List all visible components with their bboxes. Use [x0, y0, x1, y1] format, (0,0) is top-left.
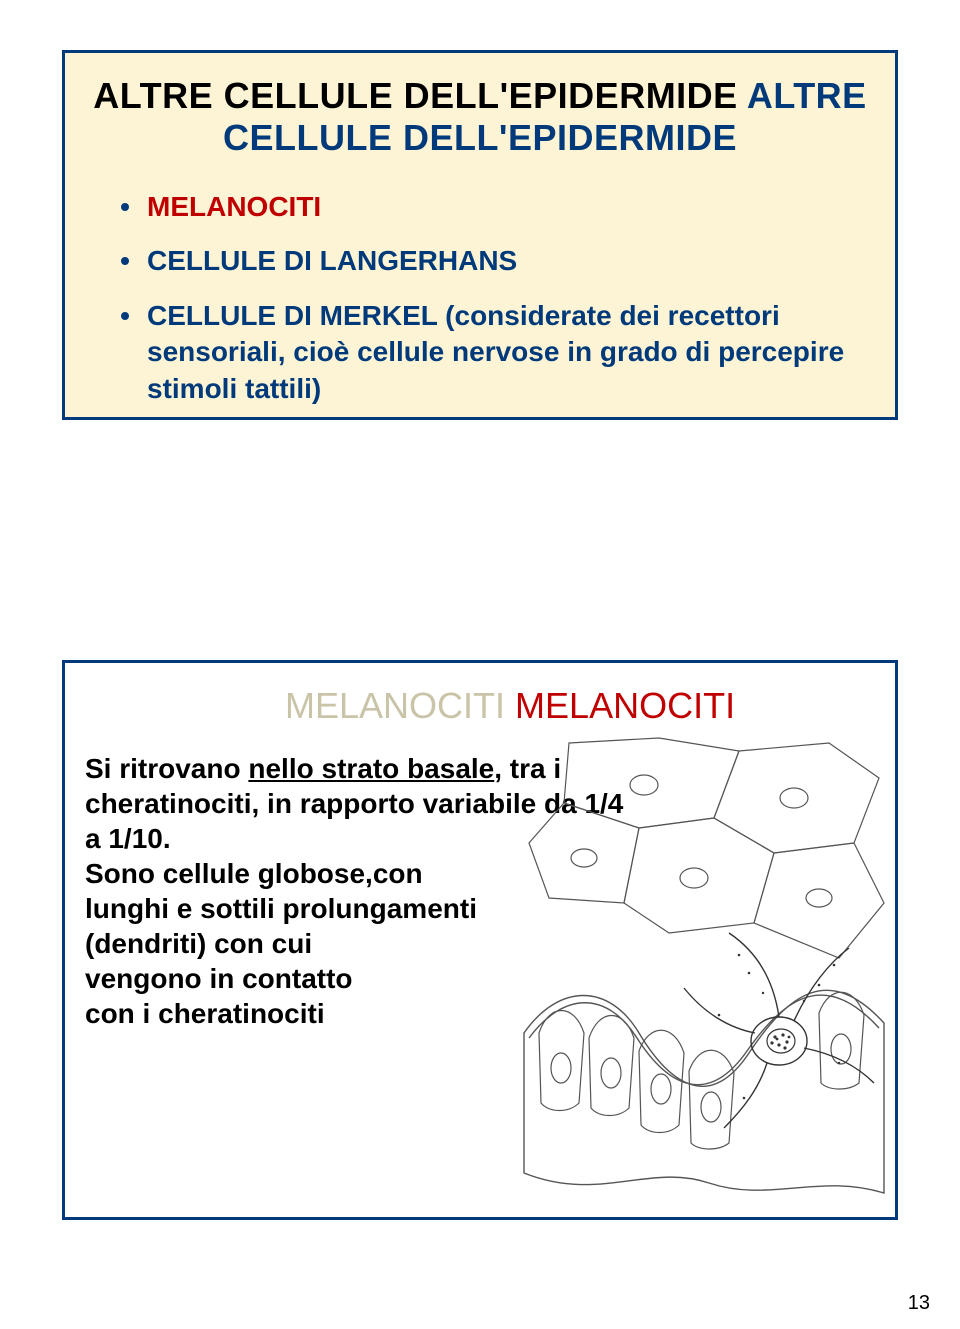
- slide1-title-shadow: ALTRE CELLULE DELL'EPIDERMIDE: [93, 75, 737, 116]
- bullet-text: CELLULE DI MERKEL (considerate dei recet…: [147, 298, 895, 407]
- bullet-dot: [121, 312, 129, 320]
- bullet-dot: [121, 203, 129, 211]
- body-pre: Si ritrovano: [85, 753, 248, 784]
- slide2-title-text: MELANOCITI: [515, 685, 735, 726]
- slide1-bullets: MELANOCITI CELLULE DI LANGERHANS CELLULE…: [121, 189, 895, 407]
- slide1-title: ALTRE CELLULE DELL'EPIDERMIDE ALTRE CELL…: [65, 75, 895, 159]
- body-post: , tra i cheratinociti, in rapporto varia…: [85, 753, 623, 1029]
- bullet-merkel: CELLULE DI MERKEL (considerate dei recet…: [121, 298, 895, 407]
- slide2-title: MELANOCITI MELANOCITI: [285, 685, 895, 727]
- bullet-langerhans: CELLULE DI LANGERHANS: [121, 243, 895, 279]
- merkel-main: CELLULE DI MERKEL: [147, 300, 437, 331]
- slide2-title-shadow: MELANOCITI: [285, 685, 505, 726]
- page-number: 13: [908, 1292, 930, 1315]
- bullet-text: CELLULE DI LANGERHANS: [147, 243, 517, 279]
- bullet-melanociti: MELANOCITI: [121, 189, 895, 225]
- body-underline: nello strato basale: [248, 753, 494, 784]
- bullet-dot: [121, 257, 129, 265]
- slide2-body: Si ritrovano nello strato basale, tra i …: [85, 751, 645, 1031]
- bullet-text: MELANOCITI: [147, 189, 321, 225]
